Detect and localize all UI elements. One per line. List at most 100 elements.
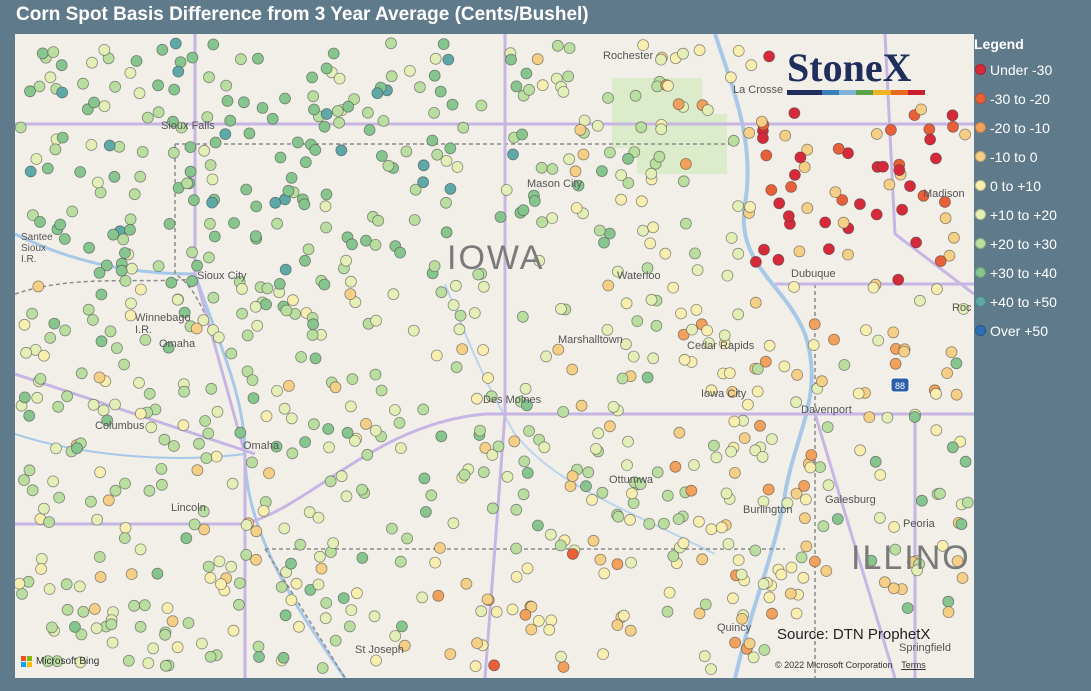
basis-marker [166,615,179,628]
basis-marker [708,439,720,452]
basis-marker [188,518,201,531]
basis-marker [807,339,820,351]
basis-marker [431,148,444,161]
basis-marker [126,262,138,275]
basis-marker [437,38,450,51]
city-label-lincoln: Lincoln [171,502,206,514]
basis-marker [191,259,204,272]
basis-marker [24,165,37,178]
basis-marker [482,372,494,384]
basis-marker [525,600,538,613]
basis-marker [870,128,883,140]
basis-marker [941,367,953,380]
basis-marker [182,617,195,629]
city-label-rockford: Roc [952,302,972,314]
basis-marker [951,555,964,567]
basis-marker [124,223,136,236]
basis-marker [896,203,908,216]
basis-marker [898,345,911,358]
basis-marker [822,479,835,492]
basis-marker [892,273,905,286]
river [444,283,716,555]
basis-marker [678,353,691,366]
terms-link[interactable]: Terms [901,660,926,670]
basis-marker [205,382,218,395]
legend-item: +10 to +20 [974,200,1091,229]
basis-marker [908,411,921,423]
basis-marker [198,144,211,157]
basis-marker [620,297,633,310]
basis-marker [341,426,354,439]
basis-marker [241,329,254,342]
copyright: © 2022 Microsoft Corporation Terms [775,660,926,670]
bing-attribution[interactable]: Microsoft Bing [21,656,99,667]
basis-marker [219,128,232,140]
basis-marker [816,375,828,388]
basis-marker [155,478,168,491]
basis-marker [227,624,240,637]
basis-marker [207,291,220,304]
basis-marker [435,430,448,443]
basis-marker [165,276,178,289]
basis-marker [54,218,67,231]
basis-marker [167,115,179,128]
legend-dot-icon [975,93,986,104]
basis-marker [742,398,754,411]
basis-marker [641,371,654,384]
basis-marker [842,248,854,261]
basis-marker [186,275,198,288]
basis-marker [394,442,407,455]
basis-marker [800,540,813,553]
basis-marker [429,52,442,65]
basis-marker [819,216,832,229]
basis-marker [590,442,602,455]
basis-marker [163,217,176,230]
basis-marker [435,286,448,299]
basis-marker [950,388,963,401]
basis-marker [408,214,421,226]
basis-marker [200,452,213,465]
basis-marker [516,128,529,141]
basis-marker [667,281,680,294]
basis-marker [18,318,31,331]
basis-marker [477,280,490,293]
basis-marker [260,298,273,311]
basis-marker [49,143,62,156]
basis-marker [883,178,896,191]
basis-marker [451,161,464,173]
basis-marker [582,466,595,479]
basis-marker [286,447,299,460]
basis-marker [611,558,624,571]
basis-marker [444,182,457,195]
microsoft-logo-icon [21,656,32,667]
basis-marker [601,323,614,336]
basis-marker [23,409,36,422]
basis-marker [680,217,692,230]
basis-marker [914,294,926,307]
legend-label: 0 to +10 [990,177,1041,194]
basis-marker [727,134,740,147]
basis-marker [931,283,943,296]
basis-marker [307,90,320,103]
basis-marker [240,519,253,531]
basis-marker [518,455,531,468]
basis-marker [686,323,698,336]
basis-marker [48,317,61,330]
basis-marker [735,568,748,581]
basis-marker [133,87,146,100]
basis-marker [521,562,534,575]
city-label-iowa-city: Iowa City [701,388,747,400]
basis-marker [35,553,48,565]
basis-marker [142,657,155,669]
basis-marker [440,196,452,209]
basis-marker [407,324,420,337]
basis-marker [98,100,111,113]
basis-marker [139,333,152,346]
basis-marker [58,233,71,245]
basis-marker [169,37,182,50]
basis-marker [627,350,640,363]
basis-marker [32,280,45,293]
basis-marker [446,98,459,111]
basis-marker [570,202,583,214]
map-view[interactable]: 88 IOWA ILLINO Rochester La Crosse Sioux… [15,34,974,678]
